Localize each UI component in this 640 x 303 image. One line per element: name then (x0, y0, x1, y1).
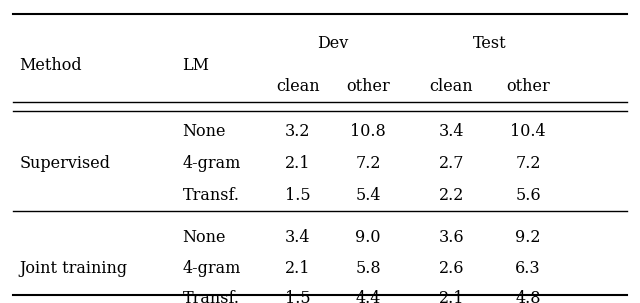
Text: clean: clean (276, 78, 319, 95)
Text: 5.8: 5.8 (355, 260, 381, 277)
Text: other: other (346, 78, 390, 95)
Text: Transf.: Transf. (182, 187, 239, 204)
Text: 7.2: 7.2 (515, 155, 541, 172)
Text: 2.2: 2.2 (438, 187, 464, 204)
Text: 5.4: 5.4 (355, 187, 381, 204)
Text: 4-gram: 4-gram (182, 260, 241, 277)
Text: 2.1: 2.1 (438, 290, 464, 303)
Text: Method: Method (19, 57, 82, 74)
Text: 1.5: 1.5 (285, 187, 310, 204)
Text: other: other (506, 78, 550, 95)
Text: Test: Test (473, 35, 506, 52)
Text: LM: LM (182, 57, 209, 74)
Text: 4.4: 4.4 (355, 290, 381, 303)
Text: 5.6: 5.6 (515, 187, 541, 204)
Text: Joint training: Joint training (19, 260, 127, 277)
Text: 10.8: 10.8 (350, 123, 386, 140)
Text: 7.2: 7.2 (355, 155, 381, 172)
Text: 2.1: 2.1 (285, 260, 310, 277)
Text: 3.2: 3.2 (285, 123, 310, 140)
Text: 3.4: 3.4 (438, 123, 464, 140)
Text: 3.6: 3.6 (438, 229, 464, 246)
Text: clean: clean (429, 78, 473, 95)
Text: 3.4: 3.4 (285, 229, 310, 246)
Text: 9.0: 9.0 (355, 229, 381, 246)
Text: 2.1: 2.1 (285, 155, 310, 172)
Text: 2.7: 2.7 (438, 155, 464, 172)
Text: Transf.: Transf. (182, 290, 239, 303)
Text: 10.4: 10.4 (510, 123, 546, 140)
Text: 1.5: 1.5 (285, 290, 310, 303)
Text: 9.2: 9.2 (515, 229, 541, 246)
Text: None: None (182, 229, 226, 246)
Text: 4-gram: 4-gram (182, 155, 241, 172)
Text: 6.3: 6.3 (515, 260, 541, 277)
Text: None: None (182, 123, 226, 140)
Text: Dev: Dev (317, 35, 348, 52)
Text: 2.6: 2.6 (438, 260, 464, 277)
Text: 4.8: 4.8 (515, 290, 541, 303)
Text: Supervised: Supervised (19, 155, 110, 172)
